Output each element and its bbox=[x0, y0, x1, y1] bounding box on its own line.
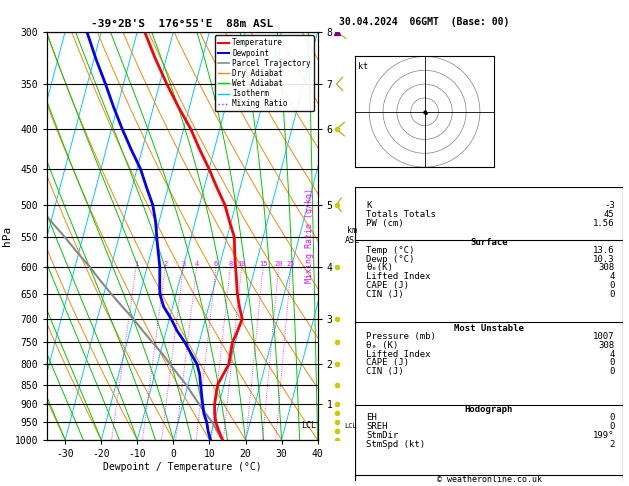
Text: 6: 6 bbox=[214, 260, 218, 267]
Text: Lifted Index: Lifted Index bbox=[366, 349, 431, 359]
Text: 4: 4 bbox=[610, 349, 615, 359]
Text: LCL: LCL bbox=[301, 421, 316, 431]
Text: © weatheronline.co.uk: © weatheronline.co.uk bbox=[437, 474, 542, 484]
Text: CIN (J): CIN (J) bbox=[366, 367, 404, 376]
Title: -39°2B'S  176°55'E  88m ASL: -39°2B'S 176°55'E 88m ASL bbox=[91, 19, 274, 30]
Text: 0: 0 bbox=[610, 367, 615, 376]
Text: 1.56: 1.56 bbox=[593, 219, 615, 228]
Text: 1: 1 bbox=[134, 260, 138, 267]
Text: θₑ (K): θₑ (K) bbox=[366, 341, 398, 350]
Text: 15: 15 bbox=[259, 260, 267, 267]
Text: 199°: 199° bbox=[593, 431, 615, 440]
Text: θₑ(K): θₑ(K) bbox=[366, 263, 393, 273]
Text: 0: 0 bbox=[610, 359, 615, 367]
Text: kt: kt bbox=[358, 62, 368, 71]
Text: 2: 2 bbox=[610, 440, 615, 449]
Text: 308: 308 bbox=[599, 263, 615, 273]
Text: Pressure (mb): Pressure (mb) bbox=[366, 332, 436, 341]
Text: Most Unstable: Most Unstable bbox=[454, 324, 524, 333]
Text: 308: 308 bbox=[599, 341, 615, 350]
Text: Surface: Surface bbox=[470, 239, 508, 247]
Text: Hodograph: Hodograph bbox=[465, 405, 513, 414]
Text: 13.6: 13.6 bbox=[593, 246, 615, 255]
Text: StmSpd (kt): StmSpd (kt) bbox=[366, 440, 425, 449]
Text: 25: 25 bbox=[287, 260, 295, 267]
Text: 0: 0 bbox=[610, 414, 615, 422]
Legend: Temperature, Dewpoint, Parcel Trajectory, Dry Adiabat, Wet Adiabat, Isotherm, Mi: Temperature, Dewpoint, Parcel Trajectory… bbox=[214, 35, 314, 111]
Text: Lifted Index: Lifted Index bbox=[366, 272, 431, 281]
Text: 10: 10 bbox=[238, 260, 246, 267]
X-axis label: Dewpoint / Temperature (°C): Dewpoint / Temperature (°C) bbox=[103, 462, 262, 471]
Text: 20: 20 bbox=[274, 260, 283, 267]
Y-axis label: hPa: hPa bbox=[2, 226, 12, 246]
Text: K: K bbox=[366, 201, 372, 210]
Text: StmDir: StmDir bbox=[366, 431, 398, 440]
Text: SREH: SREH bbox=[366, 422, 387, 431]
Text: Mixing Ratio (g/kg): Mixing Ratio (g/kg) bbox=[306, 188, 314, 283]
Text: -3: -3 bbox=[604, 201, 615, 210]
Text: Dewp (°C): Dewp (°C) bbox=[366, 255, 415, 263]
Text: 0: 0 bbox=[610, 290, 615, 299]
Text: 0: 0 bbox=[610, 422, 615, 431]
Text: CAPE (J): CAPE (J) bbox=[366, 281, 409, 290]
Text: 4: 4 bbox=[610, 272, 615, 281]
Y-axis label: km
ASL: km ASL bbox=[345, 226, 360, 245]
Text: 4: 4 bbox=[194, 260, 199, 267]
Text: CIN (J): CIN (J) bbox=[366, 290, 404, 299]
Text: EH: EH bbox=[366, 414, 377, 422]
Text: 45: 45 bbox=[604, 210, 615, 219]
Text: 10.3: 10.3 bbox=[593, 255, 615, 263]
Text: 30.04.2024  06GMT  (Base: 00): 30.04.2024 06GMT (Base: 00) bbox=[340, 17, 509, 27]
Text: Totals Totals: Totals Totals bbox=[366, 210, 436, 219]
Text: Temp (°C): Temp (°C) bbox=[366, 246, 415, 255]
Text: 2: 2 bbox=[164, 260, 167, 267]
Text: LCL: LCL bbox=[345, 423, 357, 429]
Text: 1007: 1007 bbox=[593, 332, 615, 341]
Text: 0: 0 bbox=[610, 281, 615, 290]
Text: 8: 8 bbox=[228, 260, 233, 267]
Text: PW (cm): PW (cm) bbox=[366, 219, 404, 228]
Text: CAPE (J): CAPE (J) bbox=[366, 359, 409, 367]
Text: 3: 3 bbox=[181, 260, 186, 267]
